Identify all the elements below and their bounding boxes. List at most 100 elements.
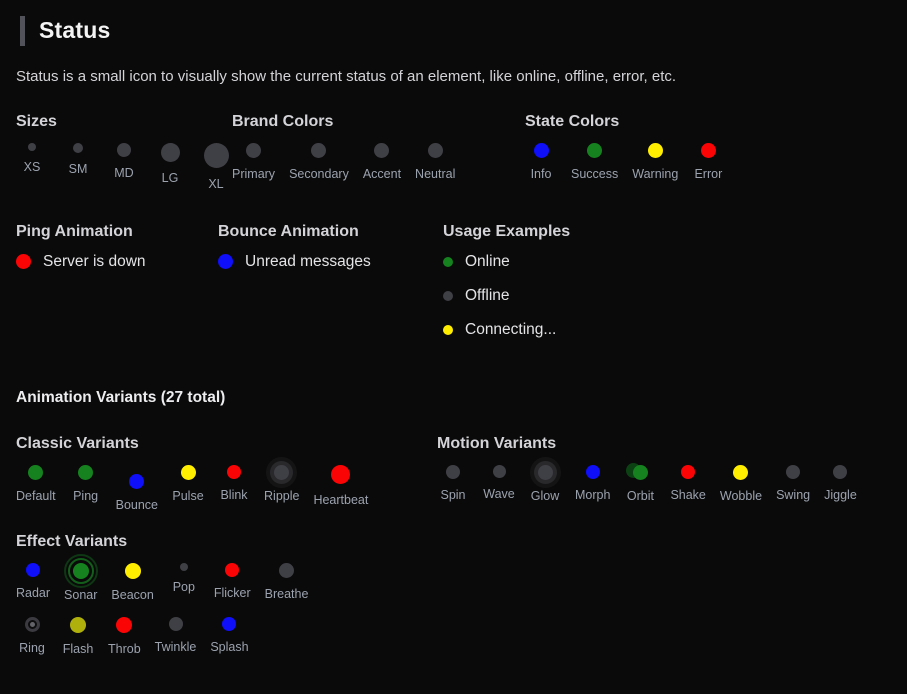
- variant-primary: Primary: [232, 142, 276, 181]
- status-dot-icon: [331, 464, 351, 484]
- effect-variants-demo-row-2: Ring Flash Throb Twinkle Splash: [16, 616, 891, 656]
- variant-groups-row: Classic Variants Default Ping Bounce Pulse B…: [16, 434, 891, 512]
- example-offline: Offline: [443, 287, 570, 305]
- dot-label: XS: [23, 159, 41, 174]
- animation-variants-title: Animation Variants (27 total): [16, 388, 226, 406]
- variant-secondary: Secondary: [289, 142, 349, 181]
- dot-label: Ring: [19, 640, 45, 655]
- status-dot-icon: [179, 562, 188, 571]
- status-dot-icon: [63, 553, 98, 588]
- status-dot-icon: [180, 464, 196, 480]
- section-usage-examples: Usage Examples Online Offline Connecting..…: [443, 223, 570, 339]
- variant-ripple: Ripple: [264, 464, 299, 503]
- page-title: Status: [39, 17, 111, 43]
- section-brand-colors: Brand Colors Primary Secondary Accent Neutr…: [232, 113, 525, 181]
- dot-label: Success: [571, 166, 619, 181]
- status-dot-icon: [833, 464, 848, 479]
- variant-spin: Spin: [437, 464, 469, 502]
- dot-label: Twinkle: [154, 639, 197, 654]
- dot-label: Sonar: [64, 587, 98, 602]
- dot-label: Morph: [575, 487, 611, 502]
- status-dot-icon: [443, 290, 453, 301]
- dot-label: Default: [16, 488, 56, 503]
- variant-neutral: Neutral: [415, 142, 456, 181]
- status-dot-icon: [129, 473, 145, 489]
- status-dot-icon: [24, 616, 40, 632]
- dot-label: Primary: [232, 166, 276, 181]
- variant-jiggle: Jiggle: [824, 464, 857, 502]
- example-online: Online: [443, 253, 570, 271]
- example-unread-messages: Unread messages: [218, 253, 443, 271]
- variant-accent: Accent: [362, 142, 402, 181]
- variant-morph: Morph: [575, 464, 611, 502]
- dot-label: Pop: [172, 579, 195, 594]
- status-dot-icon: [374, 142, 390, 158]
- status-dot-icon: [492, 464, 506, 478]
- variant-xl: XL: [200, 142, 232, 191]
- variant-throb: Throb: [108, 616, 141, 656]
- status-dot-icon: [681, 464, 696, 479]
- status-dot-icon: [116, 616, 133, 633]
- dot-label: Unread messages: [245, 252, 371, 270]
- variant-ping: Ping: [70, 464, 102, 503]
- dot-label: Warning: [632, 166, 679, 181]
- state-colors-heading: State Colors: [525, 112, 620, 130]
- variant-swing: Swing: [776, 464, 811, 502]
- variant-orbit: Orbit: [624, 462, 656, 503]
- section-classic-variants: Classic Variants Default Ping Bounce Pulse B…: [16, 434, 437, 512]
- variant-default: Default: [16, 464, 56, 503]
- variant-error: Error: [692, 142, 724, 181]
- classic-variants-heading: Classic Variants: [16, 434, 139, 452]
- status-dot-icon: [443, 256, 453, 267]
- variant-lg: LG: [154, 142, 186, 185]
- page-description: Status is a small icon to visually show …: [16, 67, 677, 85]
- state-colors-demo: Info Success Warning Error: [525, 142, 724, 181]
- status-dot-icon: [786, 464, 801, 479]
- section-state-colors: State Colors Info Success Warning Error: [525, 113, 724, 181]
- variant-wobble: Wobble: [720, 464, 762, 503]
- variant-breathe: Breathe: [265, 562, 308, 601]
- variant-radar: Radar: [16, 562, 51, 600]
- dot-label: Radar: [16, 585, 51, 600]
- status-dot-icon: [647, 142, 663, 158]
- brand-colors-heading: Brand Colors: [232, 112, 334, 130]
- usage-examples-heading: Usage Examples: [443, 222, 571, 240]
- status-dot-icon: [311, 142, 327, 158]
- status-dot-icon: [225, 562, 240, 577]
- dot-label: Splash: [210, 639, 249, 654]
- variant-success: Success: [571, 142, 619, 181]
- dot-label: Swing: [776, 487, 811, 502]
- variant-beacon: Beacon: [111, 562, 154, 602]
- status-dot-icon: [124, 562, 141, 579]
- status-dot-icon: [73, 142, 83, 153]
- basic-demos-row: Sizes XS SM MD LG XL Brand Colors Primary Sec…: [16, 113, 891, 191]
- variant-sonar: Sonar: [63, 553, 98, 602]
- dot-label: Info: [530, 166, 552, 181]
- dot-label: Accent: [362, 166, 402, 181]
- effect-variants-heading: Effect Variants: [16, 532, 128, 550]
- status-dot-icon: [279, 562, 295, 578]
- ping-animation-demo: Server is down: [16, 253, 218, 271]
- dot-label: SM: [68, 161, 88, 176]
- variant-shake: Shake: [670, 464, 706, 502]
- bounce-animation-demo: Unread messages: [218, 253, 443, 271]
- section-sizes: Sizes XS SM MD LG XL: [16, 113, 232, 191]
- variant-pulse: Pulse: [172, 464, 204, 503]
- dot-label: Ping: [73, 488, 99, 503]
- dot-label: Secondary: [289, 166, 349, 181]
- status-dot-icon: [28, 464, 44, 480]
- dot-label: Neutral: [415, 166, 456, 181]
- status-dot-icon: [117, 142, 131, 157]
- status-dot-icon: [16, 254, 31, 270]
- section-effect-variants: Effect Variants Radar Sonar Beacon Pop Flick…: [16, 533, 891, 656]
- dot-label: Pulse: [172, 488, 204, 503]
- usage-examples-demo: Online Offline Connecting...: [443, 253, 570, 339]
- status-dot-icon: [537, 464, 553, 480]
- example-connecting: Connecting...: [443, 321, 570, 339]
- dot-label: Server is down: [43, 252, 146, 270]
- example-server-is-down: Server is down: [16, 253, 218, 271]
- status-dot-icon: [218, 254, 233, 270]
- variant-splash: Splash: [210, 616, 249, 654]
- variant-blink: Blink: [218, 464, 250, 502]
- status-dot-icon: [28, 142, 36, 151]
